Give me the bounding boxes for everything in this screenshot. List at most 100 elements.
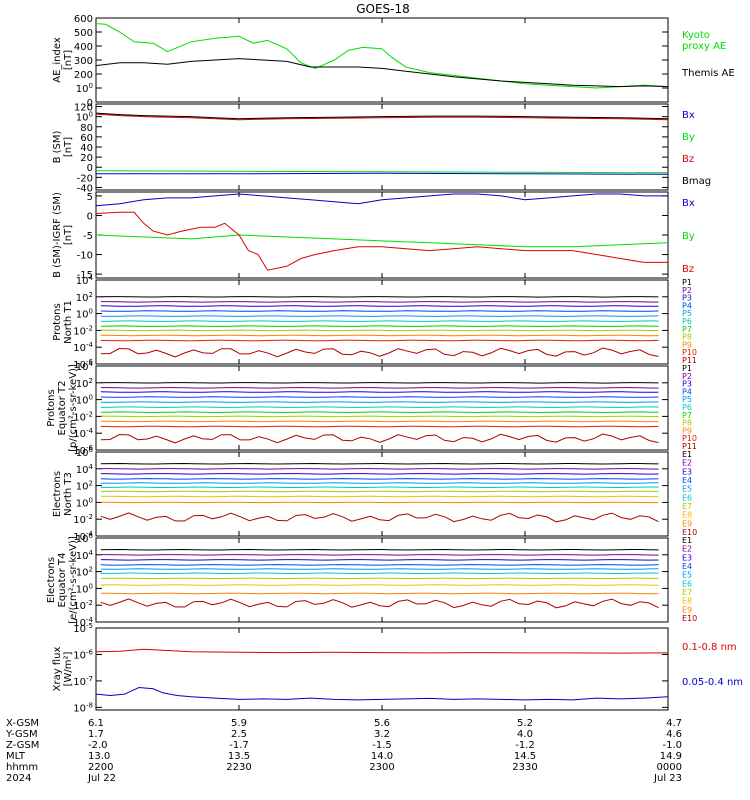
- y-tick-label: 10-2: [73, 324, 93, 337]
- y-axis-label: Electrons: [46, 557, 57, 603]
- series-e7: [100, 577, 659, 580]
- y-tick-label: -20: [77, 173, 93, 184]
- footer-value: Jul 23: [653, 773, 682, 784]
- legend-entry: P9: [682, 426, 692, 435]
- panel-frame: [95, 17, 669, 103]
- footer-value: 2.5: [231, 729, 247, 740]
- y-axis-label: Electrons: [52, 471, 63, 517]
- series-p2: [100, 301, 659, 303]
- y-axis-label: B (SM)-IGRF (SM): [52, 192, 63, 278]
- footer-row-label: 2024: [6, 773, 31, 784]
- series-p8: [100, 329, 659, 332]
- series-e7: [100, 490, 659, 493]
- y-axis-label: B (SM): [52, 130, 63, 163]
- y-tick-label: -10: [77, 251, 93, 262]
- series-e1: [100, 548, 659, 551]
- y-tick-label: 100: [76, 496, 93, 509]
- series-p5: [100, 401, 659, 403]
- legend-entry: P6: [682, 403, 692, 412]
- legend-entry: E10: [682, 528, 697, 537]
- panel-frame: [95, 627, 669, 711]
- panel-3: -15 -10 -5 0 5 B (SM)-IGRF (SM) [nT] Bx By Bz: [52, 191, 695, 281]
- y-tick-label: 104: [76, 463, 94, 476]
- y-axis-label: Equator T4: [57, 553, 68, 608]
- series-e5: [100, 482, 659, 484]
- footer-value: Jul 22: [87, 773, 116, 784]
- series-e3: [100, 473, 659, 475]
- legend-entry: E5: [682, 571, 692, 580]
- y-axis-label: Xray flux: [52, 647, 63, 692]
- y-axis-label: AE_index: [52, 37, 63, 83]
- footer-value: 4.0: [517, 729, 533, 740]
- legend-entry: P2: [682, 286, 692, 295]
- legend-entry: Bx: [682, 110, 695, 121]
- series-e4: [100, 564, 659, 566]
- series-e10: [100, 598, 659, 609]
- y-tick-label: 10-4: [73, 341, 93, 354]
- series-e8: [100, 495, 659, 498]
- series-p6: [100, 406, 659, 408]
- legend-entry: P8: [682, 419, 692, 428]
- y-axis-label: [p/(cm²-s-sr-keV)]: [68, 364, 79, 452]
- series-0-05-0-4-nm: [95, 686, 669, 701]
- legend-entry: Bz: [682, 154, 694, 165]
- legend-entry: P6: [682, 317, 692, 326]
- y-tick-label: 40: [80, 143, 93, 154]
- footer-value: -2.0: [88, 740, 108, 751]
- y-tick-label: 10-6: [73, 648, 93, 661]
- y-tick-label: -15: [77, 270, 93, 281]
- panel-frame: [95, 279, 669, 365]
- series-bx: [95, 193, 668, 207]
- y-tick-label: 10-2: [73, 513, 93, 526]
- legend-entry: P7: [682, 325, 692, 334]
- series-p4: [100, 396, 659, 398]
- series-p7: [100, 325, 659, 327]
- series-p7: [100, 411, 659, 413]
- y-axis-label: [nT]: [63, 137, 74, 157]
- y-tick-label: 104: [76, 274, 94, 287]
- legend-entry: E7: [682, 588, 692, 597]
- y-tick-label: 400: [74, 42, 93, 53]
- legend-entry: E3: [682, 467, 692, 476]
- figure-title: GOES-18: [356, 2, 410, 16]
- legend-entry: E1: [682, 536, 692, 545]
- y-axis-label: North T3: [63, 472, 74, 516]
- series-p5: [100, 315, 659, 317]
- legend-entry: E6: [682, 493, 692, 502]
- series-e6: [100, 572, 659, 574]
- legend-entry: By: [682, 132, 695, 143]
- y-axis-label: [W/m²]: [63, 651, 74, 686]
- y-tick-label: 106: [76, 446, 94, 459]
- legend-entry: P10: [682, 348, 697, 357]
- panel-8: 10-8 10-7 10-6 10-5 Xray flux [W/m²] 0.1-0.8 n…: [52, 622, 743, 714]
- panel-frame: [95, 191, 669, 279]
- y-tick-label: 600: [74, 14, 93, 25]
- legend-entry: P2: [682, 372, 692, 381]
- series-p9: [100, 420, 659, 423]
- legend-entry: Bz: [682, 264, 694, 275]
- legend-entry: Bmag: [682, 176, 711, 187]
- legend-entry: E9: [682, 605, 692, 614]
- y-tick-label: 5: [87, 192, 93, 203]
- legend-entry: E4: [682, 476, 692, 485]
- y-tick-label: 200: [74, 70, 93, 81]
- legend-entry: P1: [682, 278, 692, 287]
- y-tick-label: 100: [76, 82, 93, 95]
- footer-value: -1.2: [515, 740, 535, 751]
- series-themis-ae: [95, 58, 669, 88]
- legend-entry: E8: [682, 511, 692, 520]
- legend-entry: Bx: [682, 198, 695, 209]
- y-tick-label: 0: [87, 98, 93, 109]
- footer-value: 5.9: [231, 718, 247, 729]
- y-tick-label: 102: [76, 480, 93, 493]
- legend-entry: proxy AE: [682, 41, 726, 52]
- legend-entry: P3: [682, 294, 692, 303]
- series-e10: [100, 512, 659, 523]
- footer-value: 0000: [657, 762, 682, 773]
- y-tick-label: 10-8: [73, 701, 93, 714]
